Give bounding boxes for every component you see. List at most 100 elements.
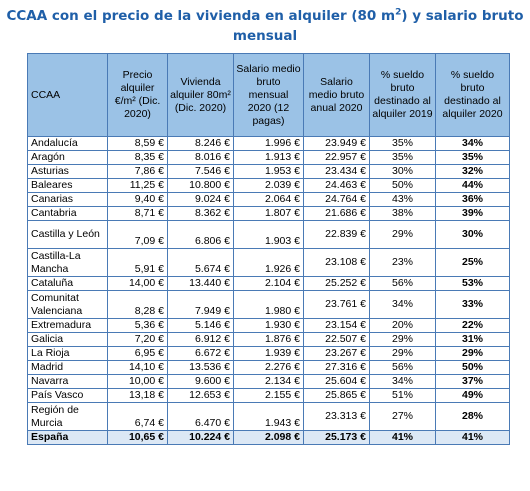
header-salario-mensual: Salario medio bruto mensual 2020 (12 pag… xyxy=(233,53,304,137)
cell-pct-2019: 35% xyxy=(369,136,436,151)
cell-ccaa: Castilla y León xyxy=(27,220,108,249)
cell-pct-2019: 29% xyxy=(369,346,436,361)
cell-pct-2019: 43% xyxy=(369,192,436,207)
cell-precio: 10,00 € xyxy=(107,374,168,389)
table-row: Canarias 9,40 €9.024 €2.064 €24.764 €43% 3… xyxy=(27,192,510,207)
cell-pct-2019: 34% xyxy=(369,374,436,389)
title-line1-post: ) y salario bruto xyxy=(401,8,524,24)
table-row: Navarra 10,00 €9.600 €2.134 €25.604 €34% 3… xyxy=(27,374,510,389)
cell-salario-mensual: 1.913 € xyxy=(233,150,304,165)
cell-salario-mensual: 1.807 € xyxy=(233,206,304,221)
cell-salario-anual: 27.316 € xyxy=(303,360,370,375)
cell-ccaa: Cataluña xyxy=(27,276,108,291)
header-ccaa: CCAA xyxy=(27,53,108,137)
cell-ccaa: Aragón xyxy=(27,150,108,165)
header-salario-anual: Salario medio bruto anual 2020 xyxy=(303,53,370,137)
cell-precio: 10,65 € xyxy=(107,430,168,445)
cell-pct-2019: 34% xyxy=(369,290,436,319)
table-row: Castilla-La Mancha 5,91 €5.674 €1.926 €23… xyxy=(27,248,510,277)
table-row: Castilla y León 7,09 €6.806 €1.903 €22.83… xyxy=(27,220,510,249)
cell-salario-mensual: 1.953 € xyxy=(233,164,304,179)
cell-vivienda: 7.546 € xyxy=(167,164,234,179)
cell-pct-2020: 22% xyxy=(435,318,510,333)
cell-salario-mensual: 1.926 € xyxy=(233,248,304,277)
cell-precio: 14,10 € xyxy=(107,360,168,375)
cell-ccaa: Extremadura xyxy=(27,318,108,333)
cell-precio: 7,09 € xyxy=(107,220,168,249)
cell-salario-anual: 21.686 € xyxy=(303,206,370,221)
cell-pct-2019: 56% xyxy=(369,276,436,291)
table-row: Galicia 7,20 €6.912 €1.876 €22.507 €29% 31… xyxy=(27,332,510,347)
cell-pct-2019: 41% xyxy=(369,430,436,445)
cell-salario-anual: 22.957 € xyxy=(303,150,370,165)
cell-pct-2020: 31% xyxy=(435,332,510,347)
cell-salario-anual: 22.839 € xyxy=(303,220,370,249)
cell-salario-anual: 23.267 € xyxy=(303,346,370,361)
cell-salario-anual: 25.865 € xyxy=(303,388,370,403)
table-row: Andalucía 8,59 €8.246 €1.996 €23.949 €35%… xyxy=(27,136,510,151)
cell-salario-anual: 23.154 € xyxy=(303,318,370,333)
cell-pct-2020: 39% xyxy=(435,206,510,221)
cell-vivienda: 6.912 € xyxy=(167,332,234,347)
cell-vivienda: 13.440 € xyxy=(167,276,234,291)
cell-ccaa: Cantabria xyxy=(27,206,108,221)
cell-pct-2019: 20% xyxy=(369,318,436,333)
cell-ccaa: La Rioja xyxy=(27,346,108,361)
table-row: Comunitat Valenciana 8,28 €7.949 €1.980 €… xyxy=(27,290,510,319)
cell-vivienda: 5.146 € xyxy=(167,318,234,333)
cell-ccaa: Castilla-La Mancha xyxy=(27,248,108,277)
cell-pct-2019: 51% xyxy=(369,388,436,403)
cell-pct-2019: 56% xyxy=(369,360,436,375)
cell-precio: 6,95 € xyxy=(107,346,168,361)
cell-ccaa: España xyxy=(27,430,108,445)
header-precio: Precio alquiler €/m² (Dic. 2020) xyxy=(107,53,168,137)
total-row: España 10,65 €10.224 €2.098 €25.173 €41% 4… xyxy=(27,430,510,445)
cell-precio: 8,59 € xyxy=(107,136,168,151)
cell-pct-2019: 29% xyxy=(369,332,436,347)
cell-pct-2019: 29% xyxy=(369,220,436,249)
cell-salario-mensual: 1.996 € xyxy=(233,136,304,151)
cell-pct-2019: 23% xyxy=(369,248,436,277)
cell-salario-mensual: 2.155 € xyxy=(233,388,304,403)
cell-salario-anual: 23.313 € xyxy=(303,402,370,431)
table-body: Andalucía 8,59 €8.246 €1.996 €23.949 €35%… xyxy=(27,136,510,445)
cell-salario-mensual: 1.903 € xyxy=(233,220,304,249)
cell-ccaa: Galicia xyxy=(27,332,108,347)
cell-salario-anual: 24.463 € xyxy=(303,178,370,193)
cell-vivienda: 6.470 € xyxy=(167,402,234,431)
cell-vivienda: 6.806 € xyxy=(167,220,234,249)
cell-pct-2020: 29% xyxy=(435,346,510,361)
header-pct-2019: % sueldo bruto destinado al alquiler 201… xyxy=(369,53,436,137)
cell-salario-mensual: 2.134 € xyxy=(233,374,304,389)
cell-salario-anual: 25.252 € xyxy=(303,276,370,291)
title-line2: mensual xyxy=(232,28,298,44)
cell-pct-2020: 50% xyxy=(435,360,510,375)
cell-vivienda: 8.016 € xyxy=(167,150,234,165)
cell-salario-anual: 24.764 € xyxy=(303,192,370,207)
table-row: Cantabria 8,71 €8.362 €1.807 €21.686 €38%… xyxy=(27,206,510,221)
cell-pct-2020: 37% xyxy=(435,374,510,389)
cell-salario-anual: 23.761 € xyxy=(303,290,370,319)
cell-salario-mensual: 1.943 € xyxy=(233,402,304,431)
cell-pct-2019: 50% xyxy=(369,178,436,193)
cell-salario-mensual: 1.939 € xyxy=(233,346,304,361)
cell-ccaa: Baleares xyxy=(27,178,108,193)
cell-pct-2019: 27% xyxy=(369,402,436,431)
cell-ccaa: Comunitat Valenciana xyxy=(27,290,108,319)
table-title: CCAA con el precio de la vivienda en alq… xyxy=(0,6,530,46)
cell-vivienda: 13.536 € xyxy=(167,360,234,375)
cell-pct-2020: 36% xyxy=(435,192,510,207)
table-row: Región de Murcia 6,74 €6.470 €1.943 €23.3… xyxy=(27,402,510,431)
cell-ccaa: Asturias xyxy=(27,164,108,179)
cell-pct-2020: 34% xyxy=(435,136,510,151)
cell-vivienda: 8.246 € xyxy=(167,136,234,151)
table-row: La Rioja 6,95 €6.672 €1.939 €23.267 €29% 2… xyxy=(27,346,510,361)
cell-salario-mensual: 2.104 € xyxy=(233,276,304,291)
cell-precio: 6,74 € xyxy=(107,402,168,431)
cell-precio: 5,36 € xyxy=(107,318,168,333)
rental-salary-table: CCAA Precio alquiler €/m² (Dic. 2020) Vi… xyxy=(27,53,510,445)
cell-ccaa: Andalucía xyxy=(27,136,108,151)
table-row: Asturias 7,86 €7.546 €1.953 €23.434 €30% 3… xyxy=(27,164,510,179)
cell-pct-2020: 30% xyxy=(435,220,510,249)
cell-pct-2020: 44% xyxy=(435,178,510,193)
